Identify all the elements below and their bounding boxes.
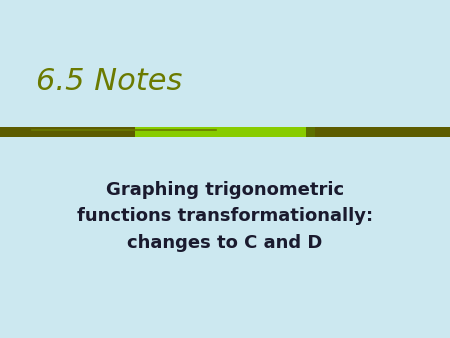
Bar — [0, 127, 135, 137]
Bar — [306, 127, 315, 137]
Bar — [135, 127, 306, 137]
Bar — [315, 127, 450, 137]
Text: 6.5 Notes: 6.5 Notes — [36, 67, 182, 96]
Text: Graphing trigonometric
functions transformationally:
changes to C and D: Graphing trigonometric functions transfo… — [77, 181, 373, 252]
